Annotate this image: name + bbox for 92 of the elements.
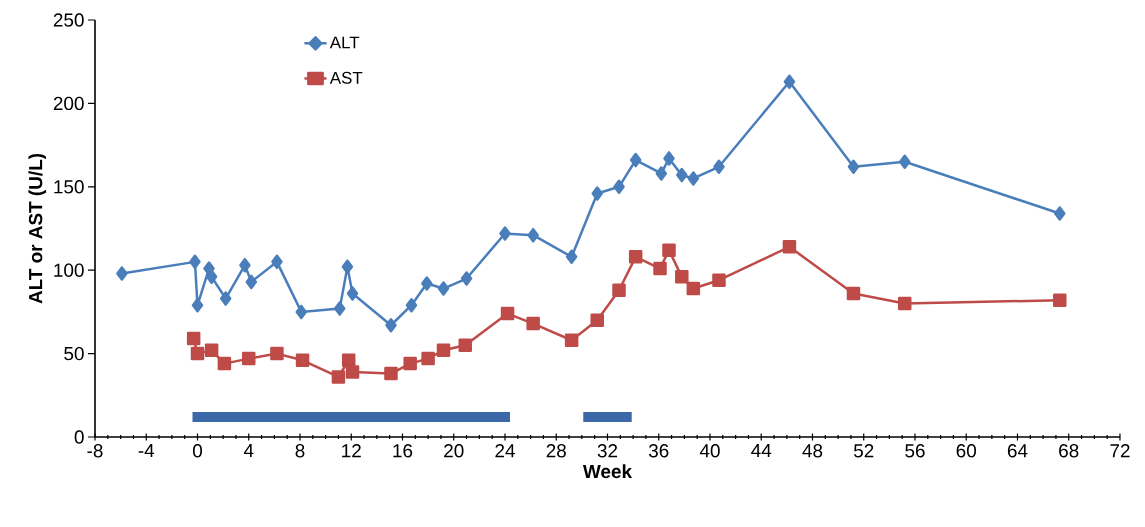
x-axis-title: Week (582, 464, 633, 479)
x-tick-label: 64 (1007, 444, 1028, 458)
point (783, 74, 796, 89)
point (1053, 293, 1067, 307)
x-tick-label: 32 (597, 444, 618, 458)
point (341, 259, 354, 275)
x-tick-label: 28 (546, 444, 566, 458)
point (655, 166, 668, 181)
point (205, 269, 218, 285)
point (436, 343, 451, 358)
point (191, 297, 204, 313)
point (564, 333, 579, 347)
x-tick-label: 0 (192, 444, 203, 458)
point (662, 243, 676, 257)
x-tick-label: 4 (243, 444, 254, 458)
x-tick-label: 72 (1110, 444, 1130, 458)
point (712, 273, 726, 287)
x-tick-label: 24 (495, 444, 515, 458)
point (333, 301, 346, 316)
y-tick-label: 250 (53, 13, 84, 27)
point (242, 351, 256, 366)
point (675, 270, 689, 284)
point (653, 261, 667, 276)
point (186, 331, 201, 346)
point (676, 167, 688, 183)
legend-label: AST (329, 71, 363, 84)
x-tick-label: 52 (853, 444, 874, 458)
point (295, 304, 308, 320)
point (421, 276, 433, 291)
y-tick-label: 0 (74, 430, 84, 444)
point (421, 351, 435, 366)
point (713, 159, 725, 175)
point (116, 266, 128, 281)
point (663, 151, 675, 166)
point (527, 227, 539, 243)
point (590, 313, 604, 327)
x-tick-label: 40 (699, 444, 720, 458)
x-tick-label: -4 (138, 444, 155, 458)
point (846, 286, 861, 301)
point (628, 250, 643, 264)
x-tick-label: 48 (802, 444, 823, 458)
point (460, 271, 473, 286)
point (403, 356, 417, 371)
x-tick-label: 36 (648, 444, 669, 458)
point (295, 353, 310, 368)
point (1054, 206, 1066, 221)
point (385, 317, 397, 333)
point (897, 296, 912, 311)
point (613, 179, 625, 195)
x-tick-label: 8 (295, 444, 305, 458)
point (217, 356, 232, 371)
point (612, 283, 626, 297)
point (687, 171, 700, 186)
point (189, 254, 201, 270)
y-tick-label: 200 (53, 96, 84, 111)
point (219, 291, 232, 306)
point (331, 370, 346, 384)
point (271, 254, 283, 270)
legend-label: ALT (329, 36, 360, 49)
point (629, 152, 642, 168)
x-tick-label: 12 (342, 444, 361, 458)
point (526, 316, 540, 331)
point (437, 281, 450, 296)
x-tick-label: 60 (956, 444, 977, 458)
point (565, 249, 578, 265)
x-tick-label: 56 (905, 444, 925, 458)
y-axis-title: ALT or AST (U/L) (28, 153, 47, 304)
point (346, 286, 359, 301)
point (782, 240, 797, 254)
x-tick-label: 68 (1059, 444, 1079, 458)
point (384, 366, 398, 381)
x-tick-label: -8 (87, 444, 103, 458)
point (686, 281, 701, 296)
point (847, 159, 860, 175)
point (499, 226, 511, 241)
y-tick-label: 100 (54, 263, 84, 277)
y-tick-label: 50 (64, 346, 84, 361)
x-tick-label: 20 (444, 444, 464, 458)
point (190, 346, 205, 361)
point (405, 297, 418, 313)
point (345, 365, 360, 379)
x-tick-label: 44 (751, 444, 772, 458)
point (458, 338, 473, 353)
point (500, 306, 515, 321)
point (898, 154, 911, 170)
y-tick-label: 150 (54, 180, 84, 194)
x-tick-label: 16 (393, 444, 413, 458)
point (245, 274, 258, 290)
point (591, 186, 603, 201)
point (270, 346, 284, 361)
point (239, 257, 251, 273)
point (204, 343, 219, 358)
